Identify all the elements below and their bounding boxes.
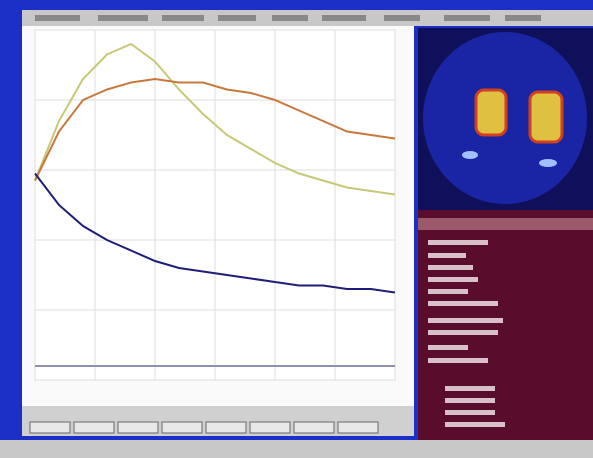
menu-items bbox=[35, 15, 541, 21]
menu-item[interactable] bbox=[162, 15, 204, 21]
button[interactable] bbox=[294, 422, 334, 433]
marker bbox=[462, 151, 478, 159]
button[interactable] bbox=[162, 422, 202, 433]
menu-item[interactable] bbox=[505, 15, 541, 21]
button[interactable] bbox=[338, 422, 378, 433]
menu-item[interactable] bbox=[218, 15, 256, 21]
menu-item[interactable] bbox=[98, 15, 148, 21]
button[interactable] bbox=[206, 422, 246, 433]
info-header bbox=[418, 218, 593, 230]
button[interactable] bbox=[74, 422, 114, 433]
kidney-left bbox=[476, 90, 506, 135]
menu-item[interactable] bbox=[444, 15, 490, 21]
button[interactable] bbox=[250, 422, 290, 433]
menu-item[interactable] bbox=[272, 15, 308, 21]
kidney-right bbox=[530, 92, 562, 142]
screen bbox=[0, 0, 593, 458]
menu-item[interactable] bbox=[35, 15, 80, 21]
menu-item[interactable] bbox=[322, 15, 366, 21]
button[interactable] bbox=[118, 422, 158, 433]
status-bar bbox=[0, 440, 593, 458]
marker bbox=[539, 159, 557, 167]
menu-item[interactable] bbox=[384, 15, 420, 21]
button[interactable] bbox=[30, 422, 70, 433]
